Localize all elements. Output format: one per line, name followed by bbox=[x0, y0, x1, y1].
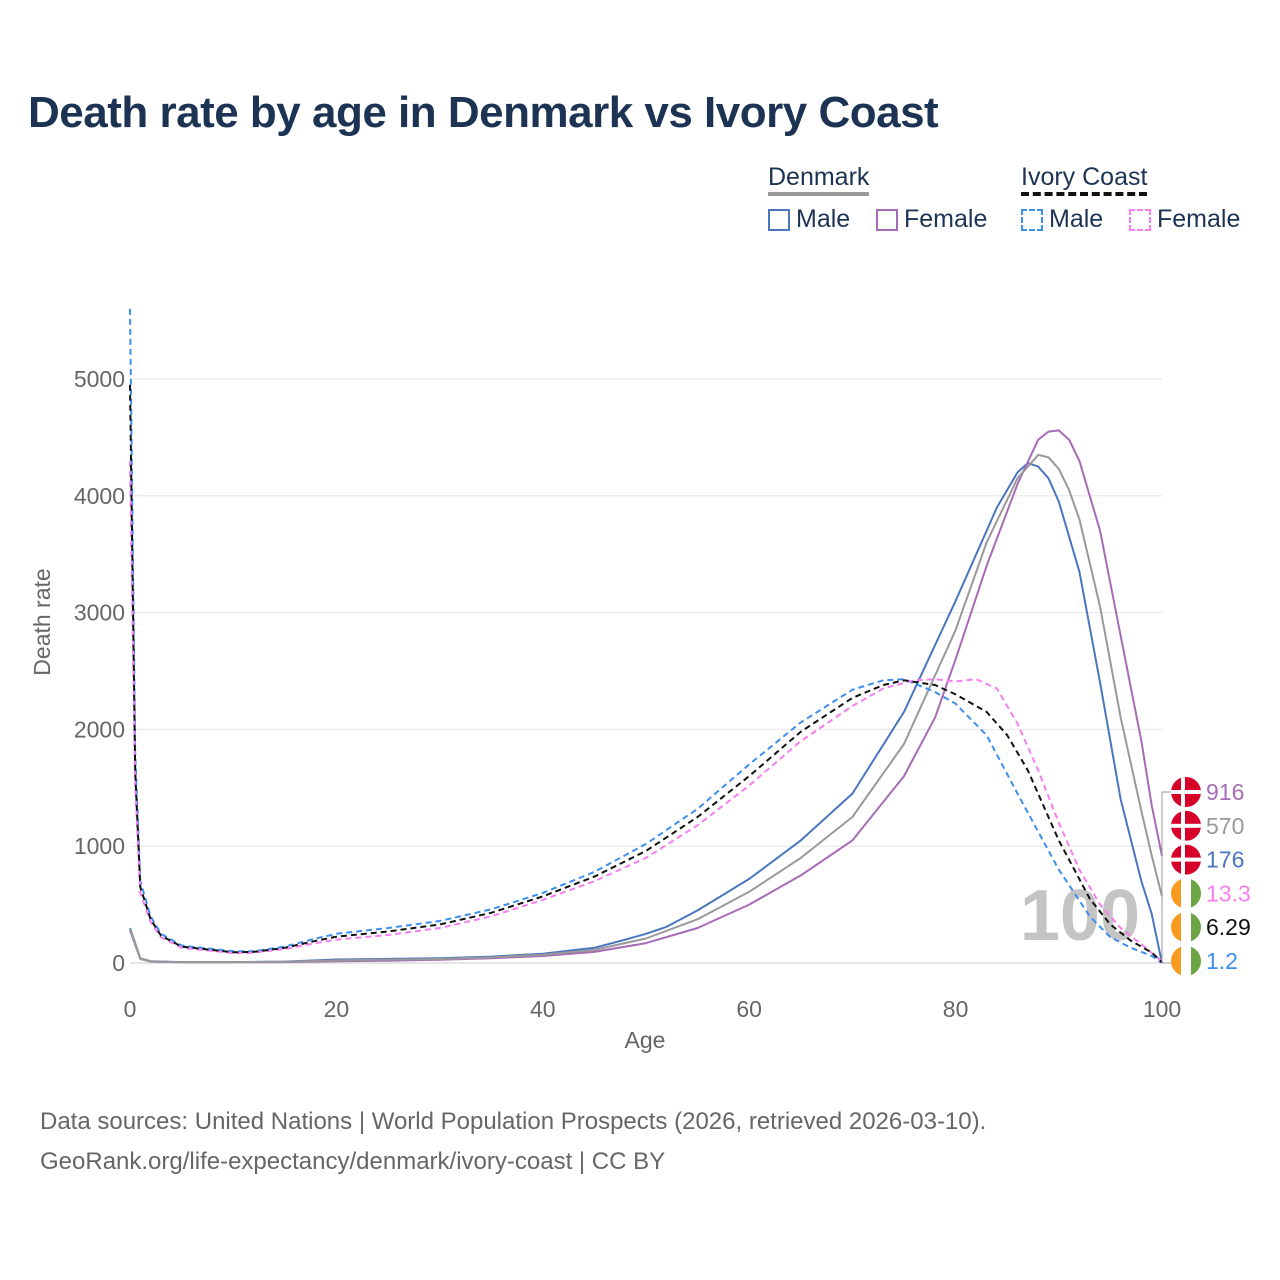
footer-url[interactable]: GeoRank.org/life-expectancy/denmark/ivor… bbox=[40, 1148, 666, 1175]
x-tick-label: 80 bbox=[943, 996, 969, 1022]
series-line-denmark-female[interactable] bbox=[129, 429, 1163, 964]
end-label-value: 916 bbox=[1206, 779, 1244, 805]
series-line-ivory-coast-total[interactable] bbox=[129, 384, 1163, 964]
end-label-value: 13.3 bbox=[1206, 880, 1251, 906]
chart-title: Death rate by age in Denmark vs Ivory Co… bbox=[28, 88, 939, 137]
end-label-ivory-coast-flag-icon bbox=[1171, 878, 1201, 909]
legend-swatch-denmark-male bbox=[768, 208, 790, 231]
x-tick-label: 100 bbox=[1143, 996, 1181, 1022]
end-label-denmark-flag-icon bbox=[1171, 777, 1201, 807]
legend-heading-denmark: Denmark bbox=[768, 163, 870, 196]
death-rate-chart: 0 1000 2000 3000 4000 5000 0 20 40 60 80 100 100 91… bbox=[29, 308, 1251, 1053]
end-label-denmark-flag-icon bbox=[1171, 844, 1201, 875]
y-tick-label: 0 bbox=[112, 950, 125, 976]
x-tick-label: 0 bbox=[124, 996, 137, 1022]
x-tick-label: 20 bbox=[324, 996, 350, 1022]
legend-item-denmark-male[interactable]: Male bbox=[768, 205, 850, 234]
legend-swatch-denmark-female bbox=[876, 208, 898, 231]
end-label-ivory-coast-flag-icon bbox=[1171, 946, 1201, 976]
end-label-denmark-flag-icon bbox=[1171, 810, 1201, 841]
y-tick-label: 1000 bbox=[74, 833, 125, 859]
y-tick-label: 3000 bbox=[74, 600, 125, 626]
series-line-ivory-coast-male[interactable] bbox=[129, 308, 1163, 964]
end-label-ivory-coast-flag-icon bbox=[1171, 912, 1201, 943]
end-label-value: 6.29 bbox=[1206, 914, 1251, 940]
y-tick-label: 5000 bbox=[74, 366, 125, 392]
x-tick-label: 60 bbox=[736, 996, 762, 1022]
legend-item-ivory-coast-male[interactable]: Male bbox=[1021, 205, 1103, 234]
legend-item-ivory-coast-female[interactable]: Female bbox=[1129, 205, 1240, 234]
legend-heading-ivory-coast: Ivory Coast bbox=[1021, 163, 1148, 196]
end-label-connector bbox=[1161, 791, 1175, 964]
legend-swatch-ivory-coast-male bbox=[1021, 208, 1043, 231]
end-label-value: 570 bbox=[1206, 813, 1244, 839]
legend-ivory-coast-underline bbox=[1021, 192, 1148, 196]
y-tick-label: 2000 bbox=[74, 716, 125, 742]
legend-item-denmark-female[interactable]: Female bbox=[876, 205, 987, 234]
series-line-ivory-coast-female[interactable] bbox=[129, 460, 1163, 963]
legend-swatch-ivory-coast-female bbox=[1129, 208, 1151, 231]
footer-sources: Data sources: United Nations | World Pop… bbox=[40, 1108, 987, 1135]
legend-denmark-underline bbox=[768, 192, 870, 196]
y-axis-label: Death rate bbox=[29, 568, 55, 675]
x-tick-label: 40 bbox=[530, 996, 556, 1022]
end-label-value: 1.2 bbox=[1206, 948, 1238, 974]
y-tick-label: 4000 bbox=[74, 483, 125, 509]
x-axis-label: Age bbox=[625, 1027, 666, 1053]
series-line-denmark-total[interactable] bbox=[129, 453, 1163, 964]
series-line-denmark-male[interactable] bbox=[129, 462, 1163, 964]
end-label-value: 176 bbox=[1206, 847, 1244, 873]
current-age-watermark: 100 bbox=[1020, 876, 1140, 956]
